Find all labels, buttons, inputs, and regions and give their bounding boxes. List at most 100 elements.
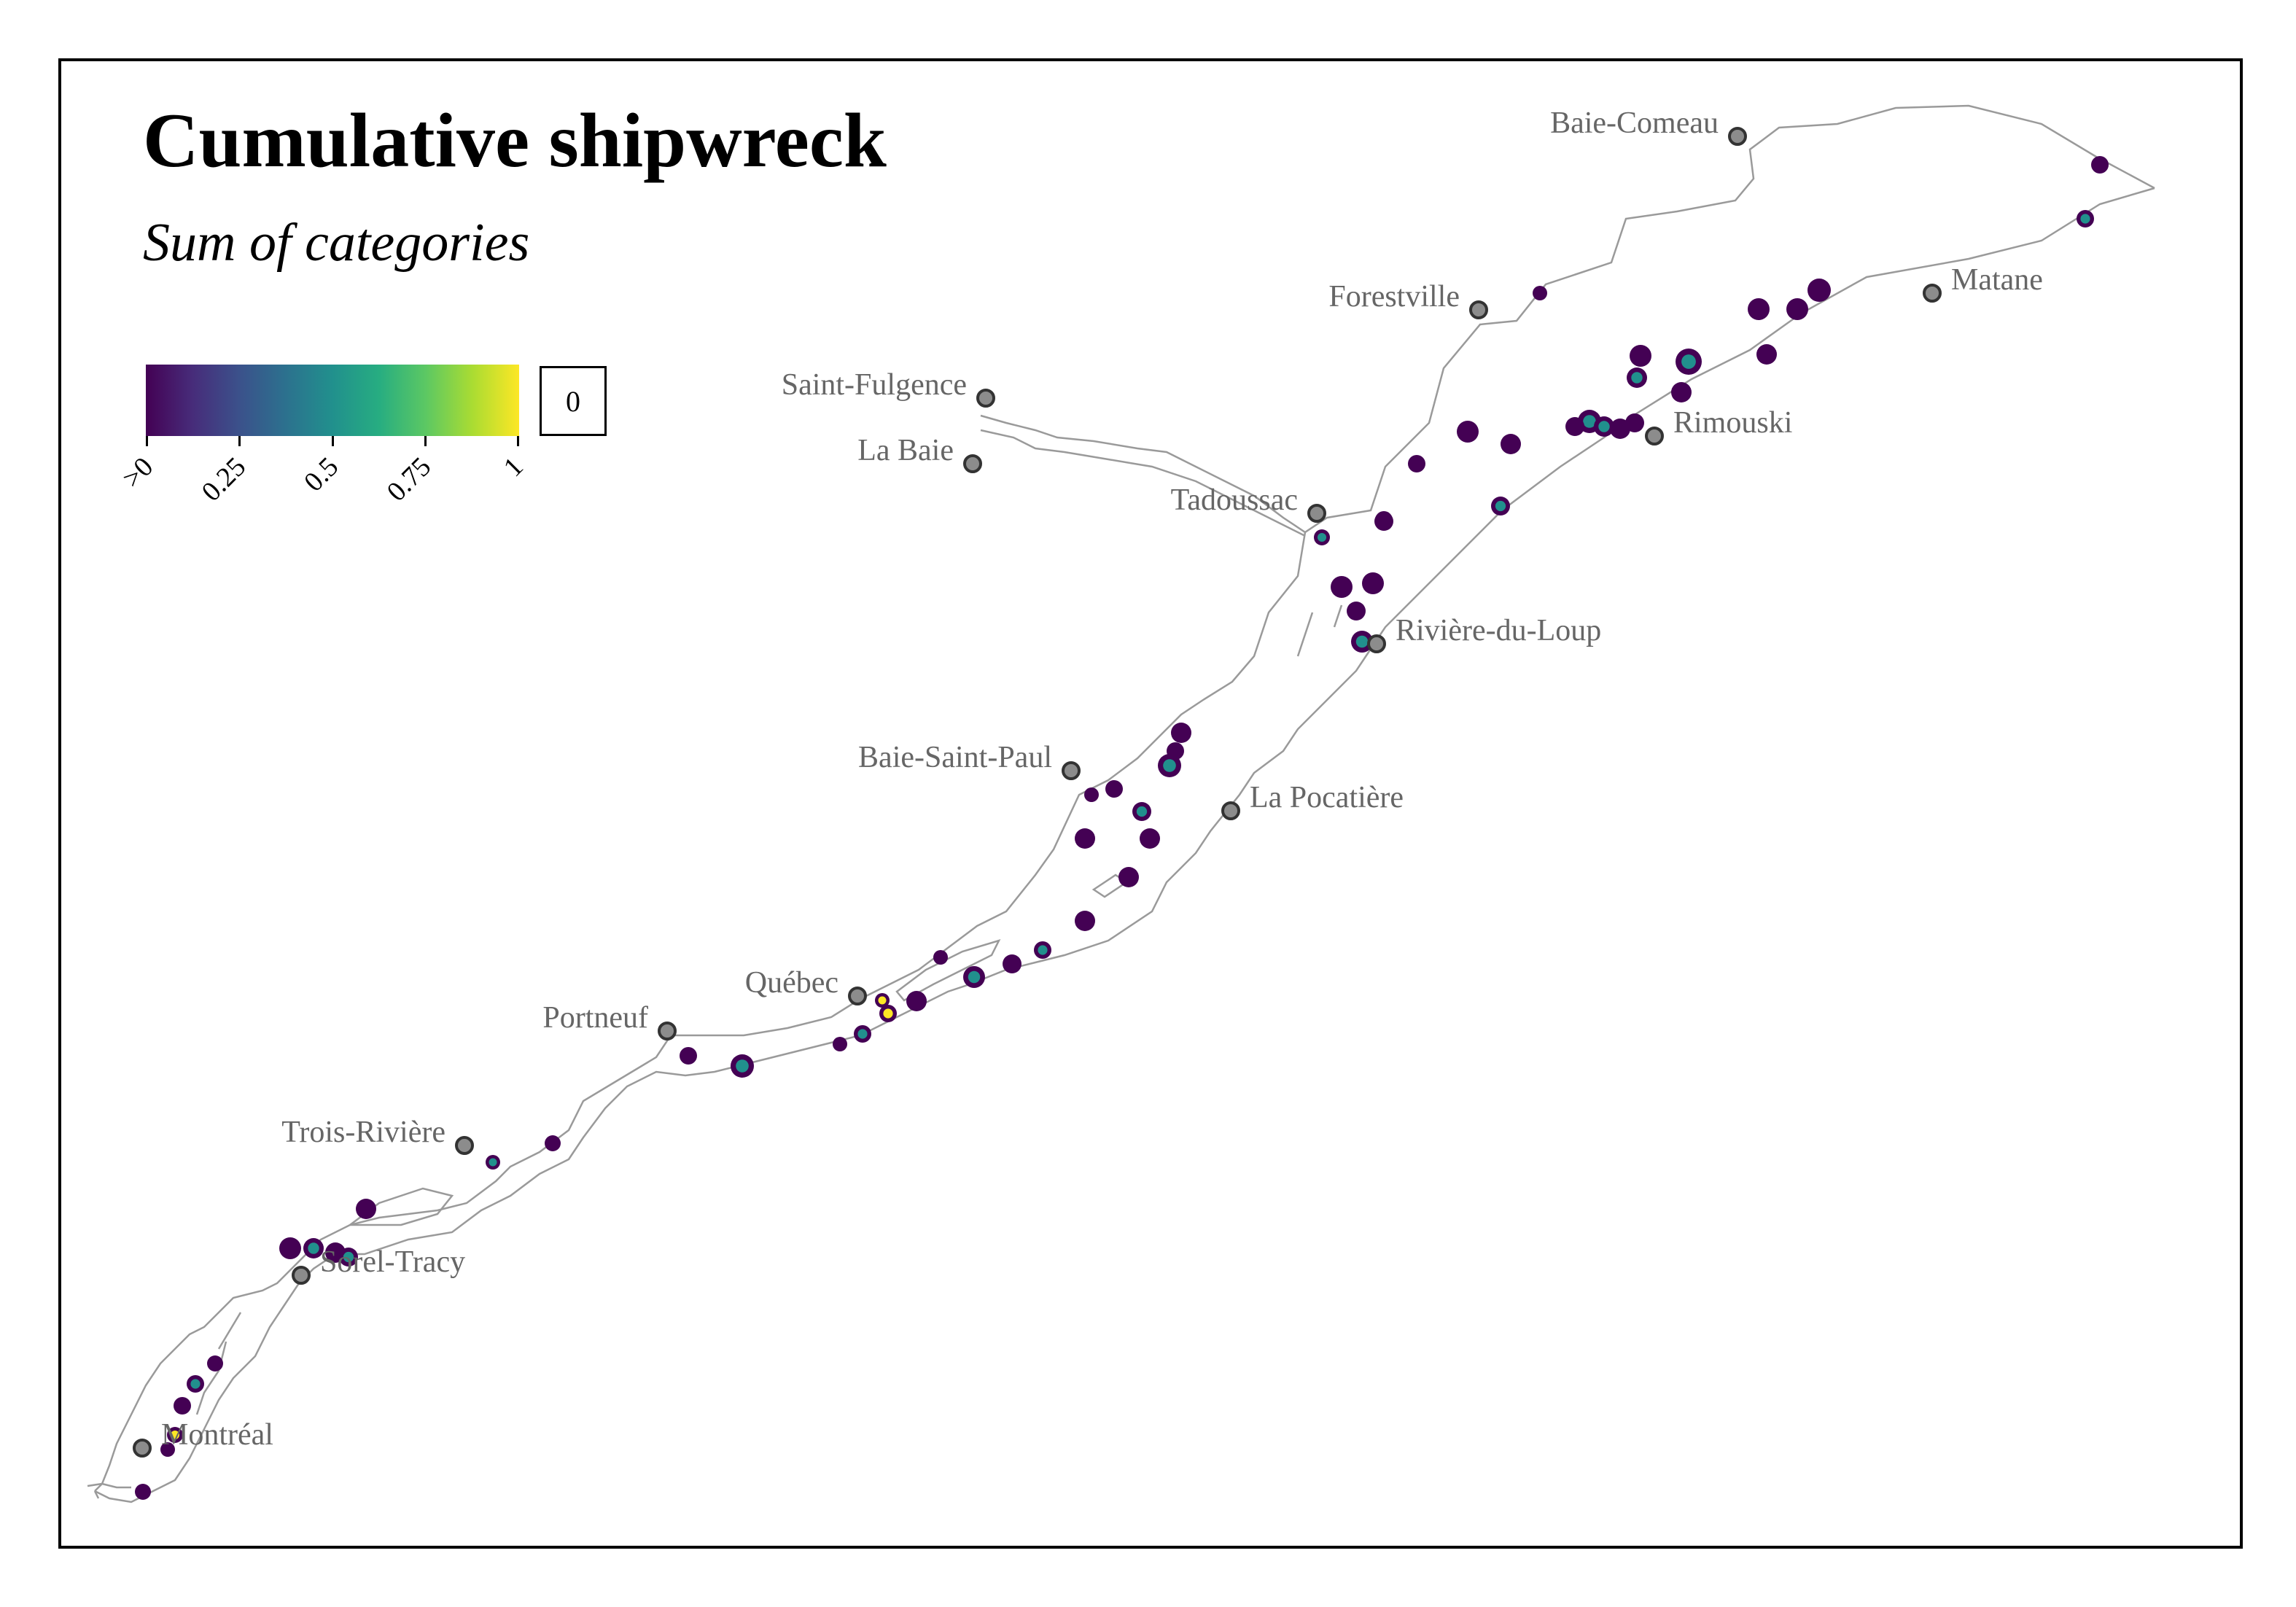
city-label: Sorel-Tracy [320,1245,465,1279]
city-marker [1923,284,1942,303]
shipwreck-cell [680,1047,697,1065]
shipwreck-cell-core [190,1379,201,1389]
shipwreck-cell-core [1631,372,1643,384]
island-lac-saint-pierre [347,1187,454,1226]
shipwreck-cell [1748,298,1770,320]
shipwreck-cell [279,1237,301,1259]
shipwreck-cell [906,991,927,1011]
shipwreck-cell [1807,279,1831,302]
shipwreck-cell [1140,828,1160,849]
shipwreck-cell-core [1317,532,1327,542]
shipwreck-cell [174,1397,191,1415]
legend-zero-box: 0 [540,366,607,436]
shipwreck-cell [135,1484,151,1500]
shipwreck-cell [833,1037,847,1051]
shipwreck-cell-core [1598,421,1610,432]
shipwreck-cell-core [489,1158,497,1167]
shipwreck-cell [1347,602,1366,620]
shipwreck-cell [356,1199,376,1219]
city-label: Trois-Rivière [281,1116,445,1149]
shipwreck-cell [1171,723,1191,743]
shipwreck-cell [2091,156,2109,174]
shipwreck-cell [1501,434,1521,454]
city-marker [848,987,867,1005]
shipwreck-cell [1786,298,1808,320]
shipwreck-cell [1003,954,1021,973]
shipwreck-cell [1075,828,1095,849]
shipwreck-cell [1565,417,1584,436]
city-label: Saint-Fulgence [782,368,967,402]
shipwreck-cell-core [308,1242,319,1254]
shipwreck-cell-core [2080,214,2090,224]
south-shoreline [94,187,2155,1503]
city-label: Rivière-du-Loup [1396,614,1601,647]
city-label: Matane [1951,263,2043,297]
shipwreck-cell [1671,382,1692,402]
shipwreck-cell-core [857,1029,868,1039]
saguenay-fjord [980,414,1306,537]
legend-tick [238,436,241,446]
legend-tick [517,436,519,446]
city-label: Montréal [161,1418,273,1452]
shipwreck-cell [1375,511,1393,529]
shipwreck-cell [1118,867,1139,887]
shipwreck-cell [1756,344,1777,365]
city-marker [658,1022,677,1040]
island-riviere-du-loup [1296,604,1343,657]
montreal-inlet [93,1482,131,1499]
city-label: Baie-Saint-Paul [858,741,1052,774]
shipwreck-cell-core [1163,759,1176,772]
city-marker [1221,801,1240,820]
city-marker [455,1136,474,1155]
shipwreck-cell [1075,911,1095,931]
city-label: Rimouski [1673,406,1792,440]
shipwreck-cell-core [878,996,887,1005]
shipwreck-cell-core [343,1251,354,1263]
shipwreck-cell [545,1135,561,1151]
legend-colorbar [146,365,519,436]
city-marker [963,454,982,473]
shipwreck-cell [207,1355,223,1371]
city-label: La Pocatière [1250,781,1404,814]
shipwreck-cell-core [1583,415,1596,428]
city-marker [976,389,995,408]
city-marker [1728,127,1747,146]
shipwreck-cell-core [170,1430,180,1440]
city-layer: Baie-Comeau Forestville Matane Saint-Fulgen… [133,106,2043,1458]
shipwreck-cell-core [1136,806,1148,817]
shipwreck-cell [1630,345,1651,367]
city-marker [1469,300,1488,319]
shipwreck-cell [160,1442,175,1457]
city-marker [1062,761,1081,780]
city-label: Forestville [1328,280,1460,314]
city-label: Tadoussac [1171,483,1298,517]
shipwreck-cell [1167,742,1184,760]
city-marker [133,1439,152,1458]
city-marker [1307,504,1326,523]
shipwreck-cell [1084,787,1099,802]
shipwreck-cell [1533,286,1547,300]
city-label: Baie-Comeau [1550,106,1719,140]
shipwreck-cell-core [1355,635,1369,648]
shipwreck-cell-core [1495,500,1506,512]
legend-tick [424,436,427,446]
city-label: Québec [745,966,838,1000]
shipwreck-density-layer [135,156,2109,1500]
city-marker [1645,427,1664,445]
shipwreck-cell [1362,572,1384,594]
shipwreck-cell-core [1038,945,1048,955]
shipwreck-cell [1457,421,1479,443]
island-montreal-channel [195,1312,242,1415]
shipwreck-cell [933,950,948,965]
shipwreck-cell [1610,419,1630,439]
shipwreck-cell [1331,576,1353,598]
map-title: Cumulative shipwreck [143,98,887,183]
shipwreck-cell-core [883,1008,893,1019]
map-subtitle: Sum of categories [143,213,530,273]
shipwreck-cell-core [1681,354,1696,369]
map-frame [58,58,2243,1549]
city-label: Portneuf [542,1001,648,1035]
shipwreck-cell-core [968,970,981,984]
shipwreck-cell [1105,780,1123,798]
